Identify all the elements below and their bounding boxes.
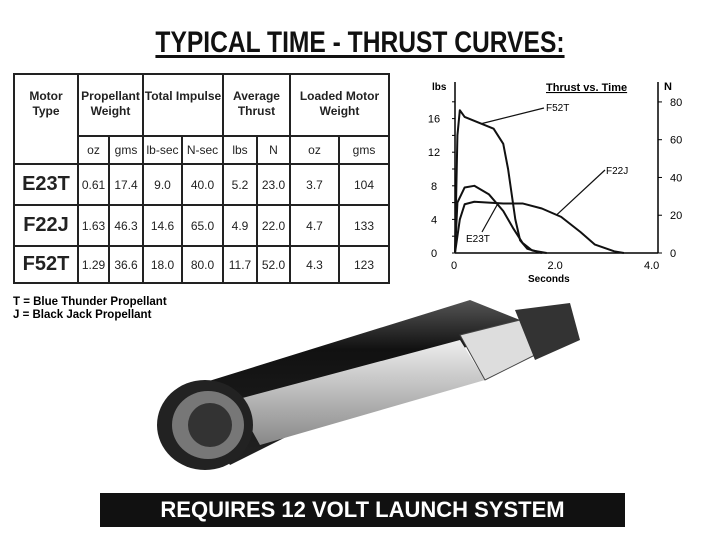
motor-name: F22J: [13, 204, 79, 247]
left-tick-label: 12: [428, 147, 440, 159]
series-line-f22j: [454, 200, 625, 254]
right-tick-label: 40: [670, 172, 682, 184]
cell: 36.6: [108, 245, 144, 284]
unit-cell: N: [256, 135, 291, 165]
cell: 1.29: [77, 245, 110, 284]
header-total-impulse: Total Impulse: [142, 73, 224, 137]
header-motor-type: Motor Type: [13, 73, 79, 165]
cell: 1.63: [77, 204, 110, 247]
series-label: E23T: [466, 234, 490, 245]
cell: 23.0: [256, 163, 291, 206]
motor-name: F52T: [13, 245, 79, 284]
cell: 17.4: [108, 163, 144, 206]
series-line-f52t: [454, 109, 543, 254]
leader-line: [481, 107, 545, 125]
chart-title: Thrust vs. Time: [546, 82, 627, 94]
left-tick-label: 16: [428, 114, 440, 126]
unit-cell: oz: [77, 135, 110, 165]
cell: 0.61: [77, 163, 110, 206]
legend-line: J = Black Jack Propellant: [13, 309, 152, 321]
right-tick-label: 80: [670, 97, 682, 109]
x-axis-label: Seconds: [528, 274, 570, 285]
cell: 18.0: [142, 245, 183, 284]
x-tick-label: 0: [451, 260, 457, 272]
cell: 11.7: [222, 245, 258, 284]
cell: 133: [338, 204, 390, 247]
table-row: E23T 0.61 17.4 9.0 40.0 5.2 23.0 3.7 104: [13, 163, 390, 206]
cell: 5.2: [222, 163, 258, 206]
unit-cell: N-sec: [181, 135, 224, 165]
motor-cutaway-illustration: [157, 300, 580, 470]
cell: 4.7: [289, 204, 340, 247]
table-row: F22J 1.63 46.3 14.6 65.0 4.9 22.0 4.7 133: [13, 204, 390, 247]
leader-line: [481, 202, 499, 233]
unit-cell: lb-sec: [142, 135, 183, 165]
cell: 22.0: [256, 204, 291, 247]
leader-line: [555, 169, 606, 216]
header-propellant-weight: Propellant Weight: [77, 73, 144, 137]
right-tick-label: 60: [670, 135, 682, 147]
unit-cell: gms: [338, 135, 390, 165]
cell: 65.0: [181, 204, 224, 247]
cell: 80.0: [181, 245, 224, 284]
unit-cell: gms: [108, 135, 144, 165]
table-row: F52T 1.29 36.6 18.0 80.0 11.7 52.0 4.3 123: [13, 245, 390, 284]
cell: 4.3: [289, 245, 340, 284]
x-tick-label: 2.0: [548, 260, 563, 272]
header-average-thrust: Average Thrust: [222, 73, 291, 137]
cell: 3.7: [289, 163, 340, 206]
cell: 104: [338, 163, 390, 206]
series-label: F22J: [606, 166, 628, 177]
motor-spec-table: Motor Type Propellant Weight Total Impul…: [13, 73, 390, 284]
cell: 4.9: [222, 204, 258, 247]
right-axis-label: N: [664, 81, 672, 93]
unit-cell: oz: [289, 135, 340, 165]
left-tick-label: 4: [431, 214, 437, 226]
launch-system-banner: REQUIRES 12 VOLT LAUNCH SYSTEM: [100, 493, 625, 527]
left-tick-label: 8: [431, 181, 437, 193]
cell: 123: [338, 245, 390, 284]
cell: 52.0: [256, 245, 291, 284]
cell: 46.3: [108, 204, 144, 247]
legend-line: T = Blue Thunder Propellant: [13, 296, 167, 308]
cell: 14.6: [142, 204, 183, 247]
right-tick-label: 20: [670, 210, 682, 222]
thrust-chart: Thrust vs. Time lbs N Seconds 0 2.0 4.0 0 4 8…: [428, 81, 682, 285]
cell: 9.0: [142, 163, 183, 206]
header-loaded-motor-weight: Loaded Motor Weight: [289, 73, 390, 137]
x-tick-label: 4.0: [644, 260, 659, 272]
series-label: F52T: [546, 103, 569, 114]
cell: 40.0: [181, 163, 224, 206]
propellant-legend: T = Blue Thunder Propellant J = Black Ja…: [13, 296, 167, 322]
page-title: TYPICAL TIME - THRUST CURVES:: [155, 26, 565, 59]
motor-name: E23T: [13, 163, 79, 206]
unit-cell: lbs: [222, 135, 258, 165]
left-tick-label: 0: [431, 248, 437, 260]
left-axis-label: lbs: [432, 82, 447, 93]
right-tick-label: 0: [670, 248, 676, 260]
